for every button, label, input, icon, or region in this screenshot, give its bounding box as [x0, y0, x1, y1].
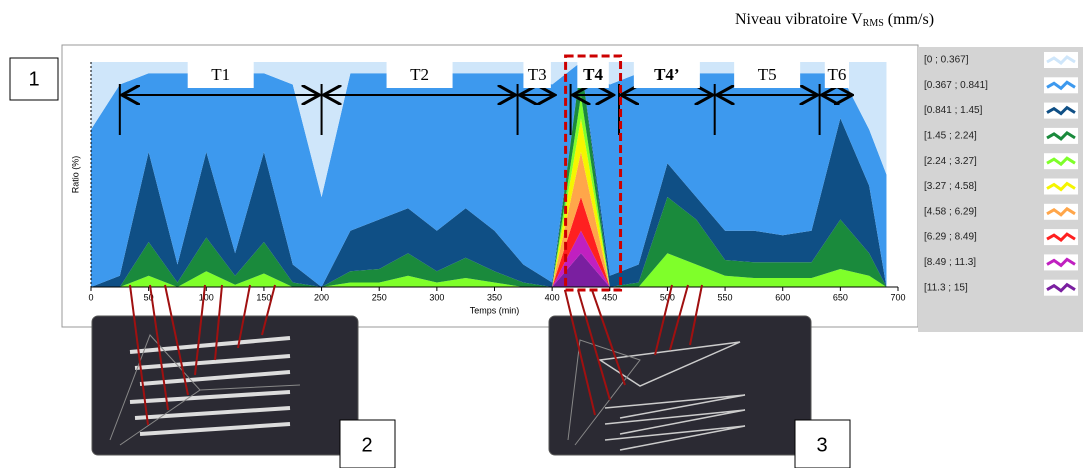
- legend-title-text: Niveau vibratoire V: [735, 11, 863, 28]
- x-tick-label: 500: [660, 292, 675, 302]
- legend-swatch: [1046, 206, 1076, 217]
- frame-2: [109, 334, 301, 446]
- phase-label-box: [734, 62, 801, 88]
- legend: [0 ; 0.367] [0.367 ; 0.841] [0.841 ; 1.45]…: [924, 52, 1078, 296]
- x-tick-label: 450: [602, 292, 617, 302]
- phase-label-box: [577, 62, 609, 88]
- x-tick-label: 250: [372, 292, 387, 302]
- phase-label: T3: [528, 65, 547, 84]
- x-tick-label: 600: [775, 292, 790, 302]
- legend-title: Niveau vibratoire VRMS (mm/s): [735, 11, 934, 30]
- x-tick-label: 400: [545, 292, 560, 302]
- legend-swatch: [1046, 55, 1076, 65]
- legend-swatch: [1046, 156, 1076, 167]
- x-tick-label: 150: [256, 292, 271, 302]
- phase-label-box: [523, 62, 551, 88]
- legend-swatch-bg: [1044, 52, 1078, 68]
- phase-label: T6: [827, 65, 846, 84]
- legend-label: [0.841 ; 1.45]: [924, 105, 983, 116]
- legend-swatch-bg: [1044, 77, 1078, 94]
- link-arrows: [129, 284, 703, 426]
- legend-label: [3.27 ; 4.58]: [924, 181, 977, 192]
- area: [91, 62, 887, 287]
- x-tick-label: 550: [718, 292, 733, 302]
- area: [91, 62, 887, 287]
- legend-title-unit: (mm/s): [888, 11, 934, 28]
- phase-label: T5: [758, 65, 777, 84]
- panel-box: [794, 419, 851, 469]
- legend-swatch: [1046, 105, 1076, 116]
- x-tick-label: 650: [833, 292, 848, 302]
- panel-number: 3: [816, 434, 827, 456]
- phase-label-box: [386, 62, 453, 88]
- legend-swatch-bg: [1044, 203, 1078, 220]
- panel-number: 1: [28, 68, 39, 90]
- legend-swatch-bg: [1044, 178, 1078, 195]
- legend-swatch: [1046, 130, 1076, 141]
- image-2: [91, 315, 359, 456]
- plot: 0 50 100 150 200 250 300 350 400 450 500 550 600 650 7…: [70, 54, 906, 315]
- images: 2 3: [91, 284, 851, 469]
- phase-label-box: [187, 62, 254, 88]
- legend-label: [0 ; 0.367]: [924, 55, 969, 66]
- legend-swatch-bg: [1044, 279, 1078, 296]
- panel-box: [339, 419, 396, 469]
- x-tick-label: 700: [890, 292, 905, 302]
- legend-swatch-bg: [1044, 127, 1078, 144]
- legend-label: [6.29 ; 8.49]: [924, 232, 977, 243]
- legend-swatch: [1046, 232, 1076, 243]
- legend-swatch-bg: [1044, 102, 1078, 119]
- legend-label: [1.45 ; 2.24]: [924, 131, 977, 142]
- x-tick-label: 50: [144, 292, 154, 302]
- y-axis-label: Ratio (%): [70, 156, 80, 194]
- phase-label: T1: [211, 65, 230, 84]
- legend-swatch: [1046, 181, 1076, 192]
- legend-label: [4.58 ; 6.29]: [924, 206, 977, 217]
- panel-number: 2: [361, 434, 372, 456]
- area: [91, 62, 887, 287]
- legend-label: [11.3 ; 15]: [924, 282, 968, 293]
- phase-label: T2: [410, 65, 429, 84]
- legend-label: [2.24 ; 3.27]: [924, 156, 977, 167]
- legend-label: [8.49 ; 11.3]: [924, 257, 976, 268]
- x-tick-label: 100: [199, 292, 214, 302]
- legend-swatch-bg: [1044, 229, 1078, 246]
- highlight-box: [564, 54, 623, 292]
- phase-label-box: [633, 62, 700, 88]
- phase-label: T4’: [654, 65, 680, 84]
- legend-swatch: [1046, 282, 1076, 293]
- phase-label-box: [824, 62, 850, 88]
- x-axis-label: Temps (min): [470, 305, 520, 315]
- phase-label: T4: [583, 65, 603, 84]
- x-tick-label: 200: [314, 292, 329, 302]
- legend-title-sub: RMS: [863, 18, 884, 29]
- frame-3: [567, 339, 641, 446]
- panel-box: [9, 57, 59, 101]
- x-tick-label: 350: [487, 292, 502, 302]
- legend-swatch: [1046, 257, 1076, 268]
- x-tick-label: 0: [88, 292, 93, 302]
- legend-label: [0.367 ; 0.841]: [924, 80, 988, 91]
- legend-swatch-bg: [1044, 153, 1078, 170]
- legend-swatch-bg: [1044, 254, 1078, 271]
- legend-swatch: [1046, 80, 1076, 91]
- x-tick-label: 300: [429, 292, 444, 302]
